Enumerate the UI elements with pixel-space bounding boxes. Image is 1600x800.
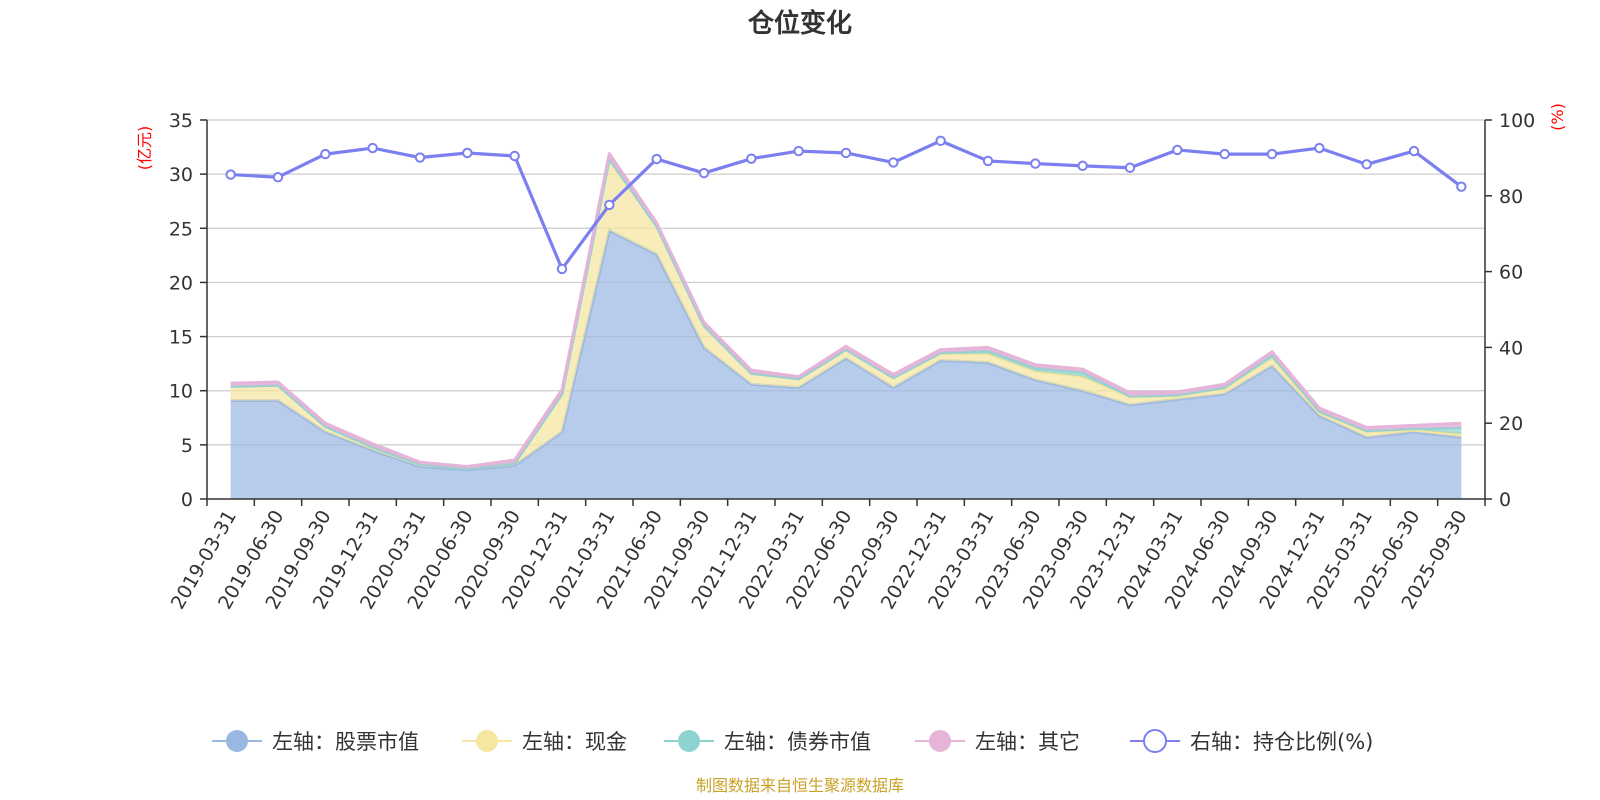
left-tick-label: 35 xyxy=(169,110,193,132)
holding-ratio-point xyxy=(840,147,852,159)
stacked-areas xyxy=(230,152,1462,500)
left-tick-label: 30 xyxy=(169,164,193,186)
legend-other[interactable]: 左轴：其它 xyxy=(915,730,1080,754)
grid-lines xyxy=(207,119,1485,446)
chart-title: 仓位变化 xyxy=(747,8,852,39)
legend-marker xyxy=(929,730,951,752)
right-tick-label: 40 xyxy=(1499,337,1523,359)
right-tick-label: 100 xyxy=(1499,110,1535,132)
left-tick-label: 10 xyxy=(169,381,193,403)
holding-ratio-point xyxy=(1219,148,1230,160)
holding-ratio-point xyxy=(320,148,331,160)
legend-label: 左轴：股票市值 xyxy=(272,730,419,754)
holding-ratio-point xyxy=(509,150,520,162)
holding-ratio-point xyxy=(698,167,710,179)
right-tick-label: 20 xyxy=(1499,413,1523,435)
right-axis-unit: (%) xyxy=(1548,103,1567,131)
left-tick-label: 20 xyxy=(169,272,193,294)
holding-ratio-point xyxy=(1314,142,1325,154)
right-tick-label: 80 xyxy=(1499,186,1523,208)
holding-ratio-polyline xyxy=(230,139,1463,271)
legend-label: 右轴：持仓比例(%) xyxy=(1190,730,1373,754)
left-tick-label: 5 xyxy=(181,435,193,457)
legend-marker xyxy=(1143,729,1167,753)
holding-ratio-point xyxy=(1124,162,1136,173)
holding-ratio-point xyxy=(604,199,615,211)
left-axis-unit: (亿元) xyxy=(135,126,154,171)
holding-ratio-point xyxy=(225,169,236,180)
stock-value-area xyxy=(230,230,1462,500)
legend-marker xyxy=(476,730,498,752)
holding-ratio-point xyxy=(272,172,284,183)
legend: 左轴：股票市值 左轴：现金 左轴：债券市值 左轴：其它 右轴：持仓比例(%) xyxy=(212,729,1373,754)
legend-label: 左轴：现金 xyxy=(522,730,627,754)
holding-ratio-point xyxy=(462,147,473,159)
legend-stock-value[interactable]: 左轴：股票市值 xyxy=(212,730,419,754)
legend-label: 左轴：债券市值 xyxy=(724,730,871,754)
right-tick-label: 60 xyxy=(1499,262,1523,284)
holding-ratio-point xyxy=(982,155,994,167)
data-source-note: 制图数据来自恒生聚源数据库 xyxy=(696,776,904,795)
left-tick-label: 0 xyxy=(181,489,193,511)
left-tick-label: 25 xyxy=(169,218,193,240)
holding-ratio-point xyxy=(1408,145,1420,157)
holding-ratio-point xyxy=(556,263,568,275)
legend-label: 左轴：其它 xyxy=(975,730,1080,754)
holding-ratio-point xyxy=(1172,144,1183,156)
holding-ratio-point xyxy=(935,135,946,147)
legend-marker xyxy=(678,730,700,752)
holding-ratio-point xyxy=(651,153,662,165)
holding-ratio-line xyxy=(225,135,1467,275)
holding-ratio-point xyxy=(888,157,899,168)
legend-marker xyxy=(226,730,248,752)
right-tick-label: 0 xyxy=(1499,489,1511,511)
holding-ratio-point xyxy=(793,145,804,157)
holding-ratio-point xyxy=(1077,160,1088,172)
left-tick-label: 15 xyxy=(169,327,193,349)
legend-holding-ratio[interactable]: 右轴：持仓比例(%) xyxy=(1130,729,1373,754)
holding-ratio-point xyxy=(367,142,378,154)
holding-ratio-point xyxy=(1030,158,1041,169)
legend-cash[interactable]: 左轴：现金 xyxy=(462,730,627,754)
holding-ratio-point xyxy=(1361,159,1372,170)
holding-ratio-point xyxy=(1266,148,1278,160)
other-area-edge xyxy=(230,152,1462,469)
legend-bond-value[interactable]: 左轴：债券市值 xyxy=(664,730,871,754)
holding-ratio-point xyxy=(414,152,426,163)
holding-ratio-point xyxy=(1456,181,1467,192)
holding-ratio-point xyxy=(746,153,757,164)
